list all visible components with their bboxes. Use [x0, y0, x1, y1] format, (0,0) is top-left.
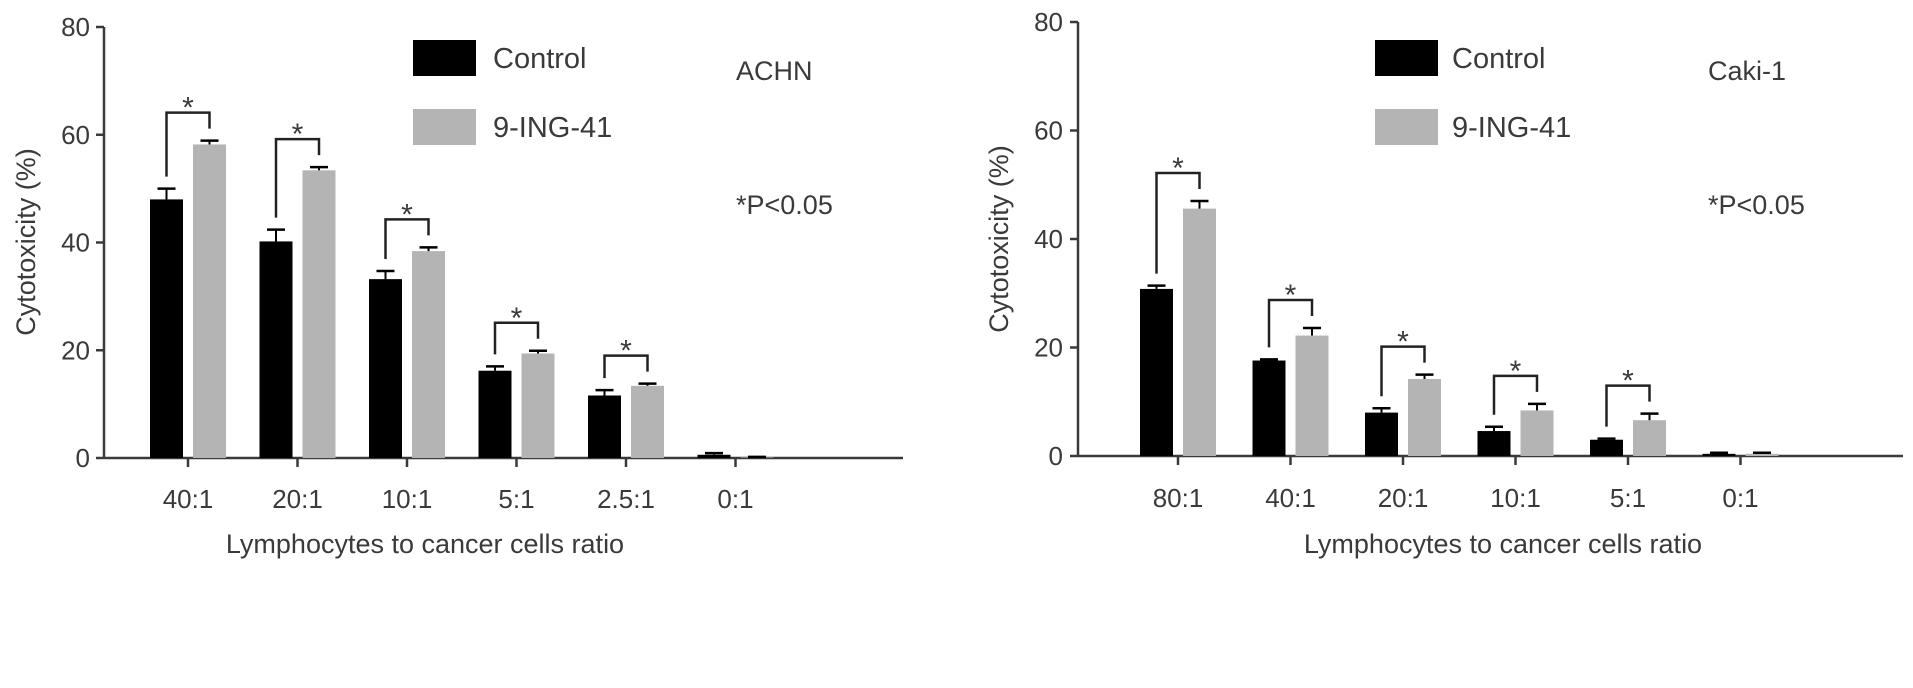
x-tick-label: 2.5:1: [597, 484, 655, 514]
y-tick-label: 40: [61, 228, 90, 258]
significance-star: *: [511, 302, 523, 335]
legend-label: 9-ING-41: [493, 112, 612, 144]
significance-bracket: [1267, 298, 1314, 348]
x-tick-label: 10:1: [1490, 483, 1541, 513]
x-tick-label: 5:1: [498, 484, 534, 514]
bar-treatment: [631, 385, 664, 458]
bar-treatment: [1745, 453, 1779, 456]
significance-star: *: [1285, 279, 1297, 312]
bar-control: [1365, 412, 1398, 456]
bar-treatment: [1633, 420, 1666, 456]
bar-control: [1590, 439, 1623, 456]
significance-star: *: [1172, 152, 1184, 185]
x-axis-label: Lymphocytes to cancer cells ratio: [226, 529, 624, 559]
bar-control: [259, 241, 293, 458]
y-tick-label: 60: [61, 120, 90, 150]
x-tick-label: 80:1: [1153, 483, 1204, 513]
significance-bracket: [493, 321, 540, 355]
significance-star: *: [401, 198, 413, 231]
x-tick-label: 0:1: [1722, 483, 1758, 513]
bar-treatment: [1408, 378, 1441, 456]
x-axis-label: Lymphocytes to cancer cells ratio: [1304, 529, 1702, 559]
y-tick-label: 80: [1034, 7, 1063, 37]
y-tick-label: 40: [1034, 224, 1063, 254]
bar-control: [1140, 288, 1173, 456]
bar-treatment: [412, 251, 445, 458]
legend-label: 9-ING-41: [1452, 112, 1571, 144]
bar-control: [697, 454, 731, 458]
significance-star: *: [1622, 365, 1634, 398]
x-tick-label: 10:1: [382, 484, 433, 514]
significance-bracket: [1380, 345, 1426, 397]
y-tick-label: 0: [76, 443, 90, 473]
legend-swatch-control: [413, 40, 476, 76]
significance-bracket: [603, 354, 649, 379]
x-tick-label: 20:1: [1378, 483, 1429, 513]
cell-line-label: Caki-1: [1708, 56, 1786, 86]
significance-star: *: [292, 118, 304, 151]
significance-bracket: [165, 111, 211, 177]
bar-control: [1252, 360, 1286, 456]
chart-panel-right: 0 20 40 60 80 Cytotoxicity (%) Lymphocytes to …: [984, 7, 1903, 559]
bar-treatment: [1520, 410, 1554, 456]
significance-bracket: [1155, 171, 1201, 274]
legend-swatch-treatment: [1375, 109, 1438, 145]
bar-treatment: [521, 353, 555, 458]
x-tick-label: 40:1: [163, 484, 214, 514]
bar-treatment: [193, 144, 226, 458]
bar-treatment: [302, 170, 336, 458]
significance-star: *: [182, 92, 194, 125]
chart-panel-left: 0 20 40 60 80 Cytotoxicity (%) Lymphocytes to …: [11, 12, 903, 559]
bar-control: [150, 199, 183, 458]
bar-control: [478, 370, 512, 458]
significance-bracket: [1605, 384, 1651, 427]
y-axis-label: Cytotoxicity (%): [984, 145, 1014, 333]
bar-control: [1477, 431, 1511, 456]
significance-star: *: [620, 335, 632, 368]
x-tick-label: 0:1: [717, 484, 753, 514]
y-tick-label: 20: [61, 335, 90, 365]
y-tick-label: 0: [1049, 441, 1063, 471]
significance-bracket: [274, 137, 321, 218]
bar-control: [369, 279, 402, 458]
bar-treatment: [1295, 335, 1329, 456]
significance-note: *P<0.05: [736, 190, 833, 220]
x-tick-label: 5:1: [1610, 483, 1646, 513]
significance-bracket: [1492, 374, 1539, 415]
significance-note: *P<0.05: [1708, 190, 1805, 220]
x-tick-label: 40:1: [1265, 483, 1316, 513]
legend-label: Control: [1452, 43, 1546, 75]
bar-treatment: [1183, 208, 1216, 456]
x-tick-label: 20:1: [272, 484, 323, 514]
y-tick-label: 80: [61, 12, 90, 42]
legend-swatch-treatment: [413, 109, 476, 145]
cell-line-label: ACHN: [736, 56, 813, 86]
y-tick-label: 20: [1034, 333, 1063, 363]
legend-swatch-control: [1375, 40, 1438, 76]
y-tick-label: 60: [1034, 116, 1063, 146]
legend-label: Control: [493, 43, 587, 75]
significance-bracket: [384, 218, 430, 260]
bar-control: [588, 395, 621, 458]
significance-star: *: [1397, 326, 1409, 359]
significance-star: *: [1510, 355, 1522, 388]
bar-control: [1702, 453, 1736, 456]
y-axis-label: Cytotoxicity (%): [11, 148, 41, 336]
